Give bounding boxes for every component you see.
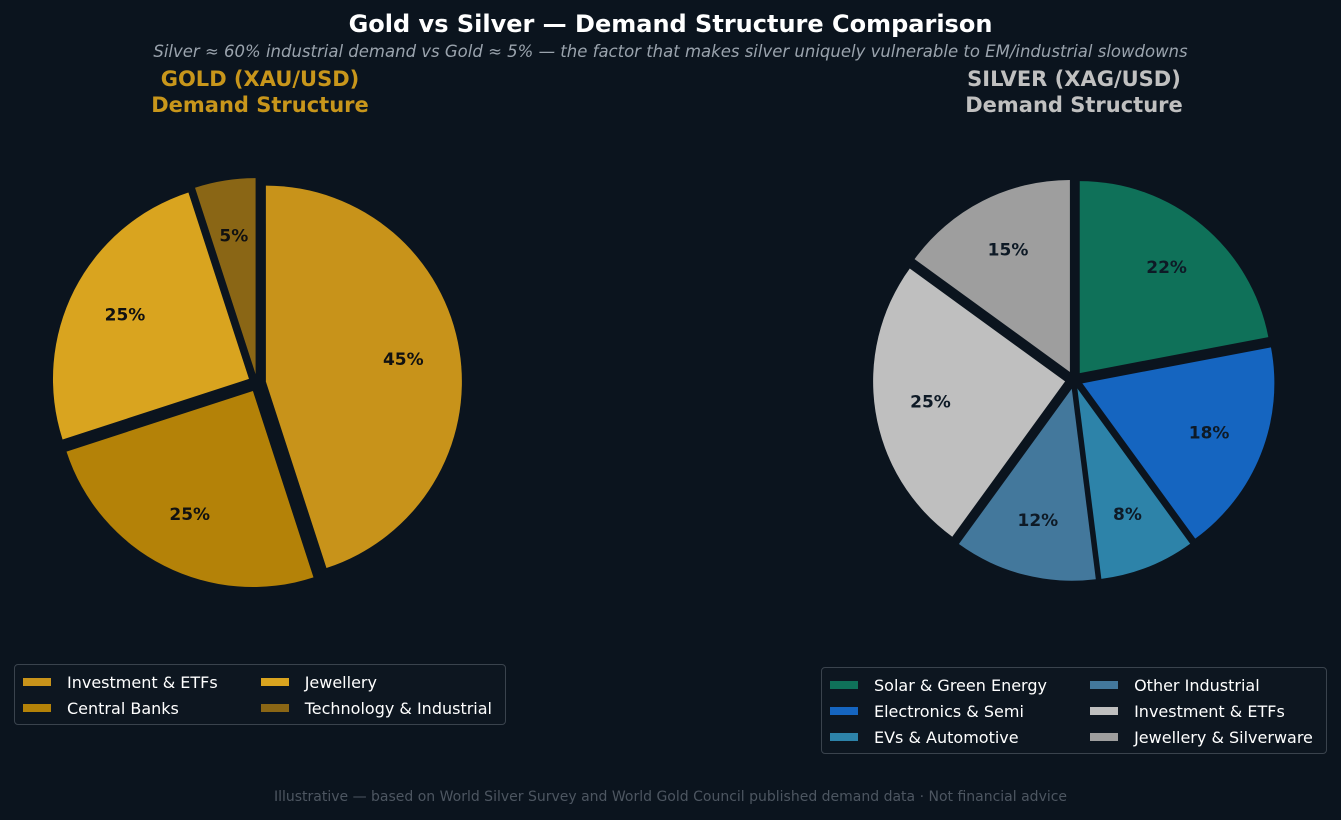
silver-chart-title: SILVER (XAG/USD) Demand Structure <box>874 66 1274 118</box>
gold-chart-title: GOLD (XAU/USD) Demand Structure <box>60 66 460 118</box>
gold-legend-swatch <box>23 678 51 686</box>
gold-legend-item-central-banks: Central Banks <box>23 695 225 721</box>
silver-slice-investment-and-etfs <box>873 268 1066 537</box>
silver-slice-evs-and-automotive <box>1077 388 1191 579</box>
gold-legend-grid: Investment & ETFs Central Banks Jewellery T… <box>23 669 499 721</box>
silver-slice-jewellery-and-silverware <box>914 179 1070 372</box>
silver-label-evs-and-automotive: 8% <box>1113 505 1142 525</box>
gold-label-technology-and-industrial: 5% <box>219 227 248 247</box>
gold-slice-central-banks <box>66 391 314 588</box>
silver-slice-other-industrial <box>958 388 1096 581</box>
figure-title: Gold vs Silver — Demand Structure Compar… <box>348 10 993 38</box>
silver-legend-item-solar-and-green-energy: Solar & Green Energy <box>830 672 1054 698</box>
gold-legend-label: Investment & ETFs <box>67 672 218 692</box>
gold-slice-jewellery <box>52 192 249 440</box>
gold-label-jewellery: 25% <box>105 306 146 326</box>
silver-slice-electronics-and-semi <box>1082 347 1275 539</box>
gold-slice-technology-and-industrial <box>195 178 256 375</box>
silver-chart-title-line1: SILVER (XAG/USD) <box>967 67 1181 91</box>
silver-legend-item-jewellery-and-silverware: Jewellery & Silverware <box>1090 724 1320 750</box>
gold-legend-swatch <box>23 704 51 712</box>
gold-legend-item-investment-and-etfs: Investment & ETFs <box>23 669 225 695</box>
silver-legend-label: Other Industrial <box>1134 675 1260 695</box>
gold-legend-item-technology-and-industrial: Technology & Industrial <box>260 695 499 721</box>
silver-legend-label: Electronics & Semi <box>874 701 1024 721</box>
gold-label-central-banks: 25% <box>169 505 210 525</box>
gold-legend-label: Jewellery <box>304 672 377 692</box>
gold-legend-label: Central Banks <box>67 698 179 718</box>
silver-label-other-industrial: 12% <box>1018 511 1059 531</box>
silver-label-electronics-and-semi: 18% <box>1189 423 1230 443</box>
gold-legend: Investment & ETFs Central Banks Jewellery T… <box>14 664 506 725</box>
silver-legend-label: Solar & Green Energy <box>874 675 1047 695</box>
silver-legend-swatch <box>1090 707 1119 715</box>
gold-chart-title-line2: Demand Structure <box>151 93 369 117</box>
silver-legend-item-evs-and-automotive: EVs & Automotive <box>830 724 1054 750</box>
gold-legend-swatch <box>260 704 289 712</box>
gold-label-investment-and-etfs: 45% <box>383 350 424 370</box>
gold-slice-investment-and-etfs <box>265 185 462 568</box>
silver-legend-label: Jewellery & Silverware <box>1134 727 1313 747</box>
silver-legend: Solar & Green Energy Electronics & Semi EV… <box>821 667 1327 754</box>
silver-legend-swatch <box>1090 733 1119 741</box>
gold-legend-label: Technology & Industrial <box>304 698 492 718</box>
silver-slice-solar-and-green-energy <box>1079 181 1269 374</box>
gold-legend-item-jewellery: Jewellery <box>260 669 499 695</box>
silver-legend-item-other-industrial: Other Industrial <box>1090 672 1320 698</box>
silver-legend-swatch <box>830 707 858 715</box>
silver-legend-label: Investment & ETFs <box>1134 701 1285 721</box>
footnote: Illustrative — based on World Silver Sur… <box>273 789 1068 805</box>
silver-legend-grid: Solar & Green Energy Electronics & Semi EV… <box>830 672 1320 750</box>
silver-label-jewellery-and-silverware: 15% <box>988 241 1029 261</box>
silver-legend-swatch <box>1090 681 1119 689</box>
silver-legend-item-investment-and-etfs: Investment & ETFs <box>1090 698 1320 724</box>
gold-legend-swatch <box>260 678 289 686</box>
gold-chart-title-line1: GOLD (XAU/USD) <box>160 67 360 91</box>
silver-legend-label: EVs & Automotive <box>874 727 1019 747</box>
silver-label-solar-and-green-energy: 22% <box>1146 258 1187 278</box>
figure-subtitle: Silver ≈ 60% industrial demand vs Gold ≈… <box>153 42 1188 61</box>
silver-legend-swatch <box>830 733 858 741</box>
silver-legend-swatch <box>830 681 858 689</box>
silver-chart-title-line2: Demand Structure <box>965 93 1183 117</box>
silver-label-investment-and-etfs: 25% <box>910 393 951 413</box>
silver-legend-item-electronics-and-semi: Electronics & Semi <box>830 698 1054 724</box>
